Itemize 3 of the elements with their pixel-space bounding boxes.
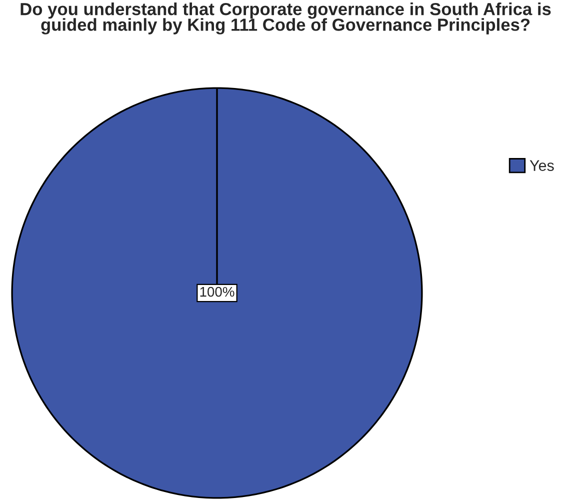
legend-label: Yes: [530, 160, 554, 171]
chart-title: Do you understand that Corporate governance in South Africa is guided mainly by King 111 Code of Governance Principles?: [20, 2, 551, 34]
data-label: 100%: [200, 286, 234, 297]
